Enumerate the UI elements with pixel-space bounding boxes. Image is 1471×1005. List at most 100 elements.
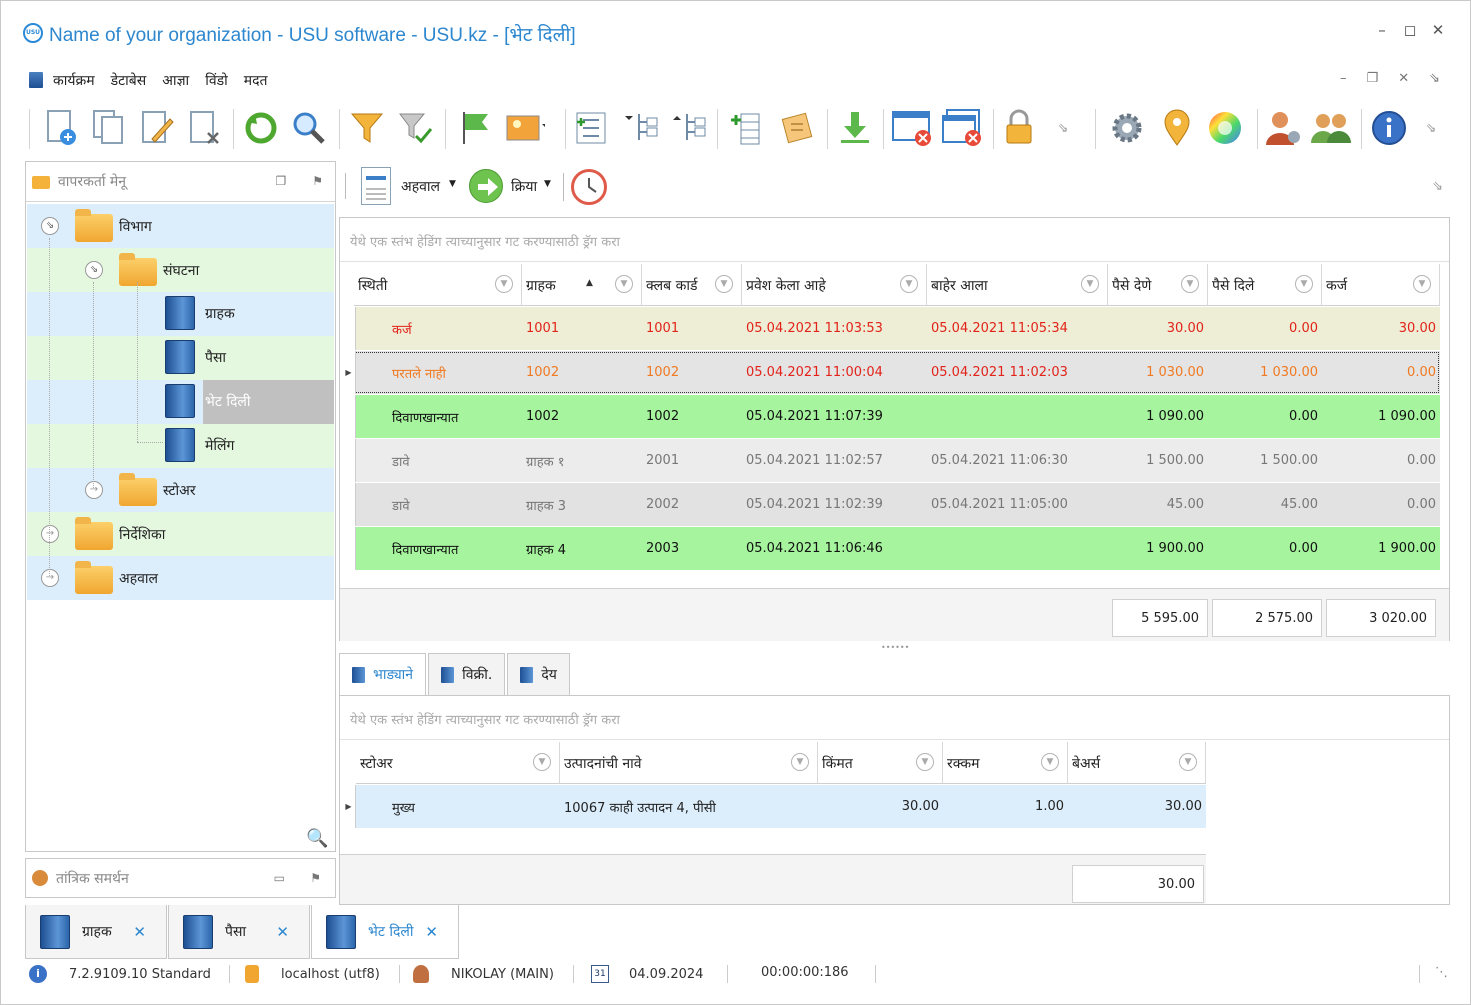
mdi-collapse-icon[interactable]: ⇘ [1429,71,1440,86]
close-tab-icon[interactable]: ✕ [425,922,438,941]
pin-icon[interactable]: ⚑ [310,871,321,885]
expand-icon[interactable]: → [85,481,103,499]
mdi-restore-icon[interactable]: ❐ [1366,71,1379,86]
column-header-club-card[interactable]: क्लब कार्ड ▼ [642,264,742,306]
users-icon[interactable] [1311,107,1351,149]
filter-icon[interactable]: ▼ [615,275,633,293]
info-icon[interactable] [1369,107,1409,149]
tree-item-organization[interactable]: ⇘ संघटना [27,248,334,292]
filter-icon[interactable]: ▼ [791,753,809,771]
flag-icon[interactable] [455,107,495,149]
filter-settings-icon[interactable] [395,107,435,149]
table-row[interactable]: डावे ग्राहक 3 2002 05.04.2021 11:02:39 0… [342,483,1440,526]
close-tab-icon[interactable]: ✕ [133,922,146,941]
close-button[interactable]: ✕ [1431,21,1445,39]
tree-down-icon[interactable] [621,107,661,149]
report-icon[interactable] [361,167,391,205]
window-tab-money[interactable]: पैसा ✕ [168,905,310,959]
notes-icon[interactable] [777,107,817,149]
window-tab-clients[interactable]: ग्राहक ✕ [25,905,167,959]
column-header-status[interactable]: स्थिती ▼ [354,264,522,306]
filter-icon[interactable]: ▼ [1413,275,1431,293]
lock-icon[interactable] [999,107,1039,149]
menu-database[interactable]: डेटाबेस [110,72,147,89]
app-menu-icon[interactable] [29,72,43,88]
refresh-icon[interactable] [241,107,281,149]
add-column-icon[interactable] [727,107,767,149]
column-header-store[interactable]: स्टोअर ▼ [356,742,560,784]
filter-icon[interactable]: ▼ [1081,275,1099,293]
mdi-minimize-icon[interactable]: – [1340,71,1347,86]
column-header-bears[interactable]: बेअर्स ▼ [1068,742,1206,784]
filter-icon[interactable]: ▼ [900,275,918,293]
close-window-icon[interactable] [891,107,931,149]
toolbar-overflow-icon[interactable]: ⇘ [1057,120,1069,136]
column-header-price[interactable]: किंमत ▼ [818,742,943,784]
timer-icon[interactable] [571,169,607,205]
settings-icon[interactable] [1107,107,1147,149]
column-header-client[interactable]: ग्राहक ▲ ▼ [522,264,642,306]
table-row[interactable]: दिवाणखान्यात 1002 1002 05.04.2021 11:07:… [342,395,1440,438]
tab-rentals[interactable]: भाड्याने [339,653,427,695]
location-icon[interactable] [1157,107,1197,149]
pin-icon[interactable]: ⚑ [312,174,323,188]
collapse-icon[interactable]: ⇘ [85,261,103,279]
column-header-to-pay[interactable]: पैसे देणे ▼ [1108,264,1208,306]
filter-icon[interactable]: ▼ [1181,275,1199,293]
splitter-handle[interactable]: •••••• [881,643,910,652]
expand-icon[interactable]: → [41,569,59,587]
table-row[interactable]: डावे ग्राहक १ 2001 05.04.2021 11:02:57 0… [342,439,1440,482]
filter-icon[interactable]: ▼ [1041,753,1059,771]
tree-item-departments[interactable]: ⇘ विभाग [27,204,334,248]
tree-item-reports[interactable]: → अहवाल [27,556,334,600]
minimize-button[interactable]: – [1378,21,1386,39]
toolbar-overflow-right-icon[interactable]: ⇘ [1425,120,1437,136]
filter-icon[interactable]: ▼ [533,753,551,771]
tree-item-clients[interactable]: ग्राहक [27,292,334,336]
tree-item-visits[interactable]: भेट दिली [27,380,334,424]
user-settings-icon[interactable] [1263,107,1303,149]
column-header-amount[interactable]: रक्कम ▼ [943,742,1068,784]
reports-dropdown[interactable]: अहवाल [401,179,441,195]
copy-icon[interactable] [89,107,129,149]
table-row[interactable]: दिवाणखान्यात ग्राहक 4 2003 05.04.2021 11… [342,527,1440,570]
expand-icon[interactable]: → [41,525,59,543]
search-icon[interactable] [289,107,329,149]
close-tab-icon[interactable]: ✕ [276,922,289,941]
delete-icon[interactable] [185,107,225,149]
search-icon[interactable]: 🔍 [306,828,329,849]
collapse-icon[interactable]: ⇘ [41,217,59,235]
table-row[interactable]: कर्ज 1001 1001 05.04.2021 11:03:53 05.04… [342,307,1440,350]
mdi-close-icon[interactable]: ✕ [1398,71,1410,86]
table-row-selected[interactable]: ▶ परतले नाही 1002 1002 05.04.2021 11:00:… [342,351,1440,394]
expand-list-icon[interactable] [571,107,611,149]
column-header-exited[interactable]: बाहेर आला ▼ [927,264,1108,306]
menu-program[interactable]: कार्यक्रम [53,72,95,89]
table-row[interactable]: ▶ मुख्य 10067 काही उत्पादन 4, पीसी 30.00… [342,785,1206,828]
tree-item-mailing[interactable]: मेलिंग [27,424,334,468]
column-header-paid[interactable]: पैसे दिले ▼ [1208,264,1322,306]
column-header-entered[interactable]: प्रवेश केला आहे ▼ [742,264,927,306]
filter-icon[interactable]: ▼ [916,753,934,771]
download-icon[interactable] [835,107,875,149]
filter-icon[interactable]: ▼ [1295,275,1313,293]
toolbar-overflow-icon[interactable]: ⇘ [1432,179,1443,194]
menu-commands[interactable]: आज्ञा [162,72,190,89]
actions-icon[interactable] [469,169,503,203]
edit-icon[interactable] [137,107,177,149]
tab-payables[interactable]: देय [507,653,570,695]
window-tab-visits[interactable]: भेट दिली ✕ [311,905,459,959]
menu-window[interactable]: विंडो [205,72,228,89]
tree-item-money[interactable]: पैसा [27,336,334,380]
tree-item-store[interactable]: → स्टोअर [27,468,334,512]
close-all-windows-icon[interactable] [941,107,981,149]
maximize-button[interactable]: ◻ [1403,21,1417,39]
tech-support-panel[interactable]: तांत्रिक समर्थन ▭ ⚑ [25,858,336,898]
color-wheel-icon[interactable] [1205,107,1245,149]
filter-icon[interactable]: ▼ [495,275,513,293]
filter-icon[interactable]: ▼ [715,275,733,293]
menu-help[interactable]: मदत [243,72,268,89]
filter-icon[interactable]: ▼ [1179,753,1197,771]
resize-grip-icon[interactable]: ⋱ [1435,965,1448,980]
tree-item-directory[interactable]: → निर्देशिका [27,512,334,556]
